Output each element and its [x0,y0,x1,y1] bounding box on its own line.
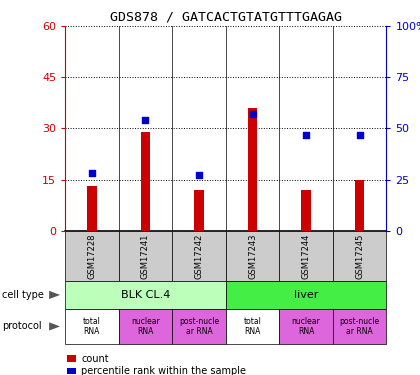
Text: BLK CL.4: BLK CL.4 [121,290,170,300]
Text: count: count [81,354,109,363]
Text: percentile rank within the sample: percentile rank within the sample [81,366,246,375]
Point [356,132,363,138]
Text: post-nucle
ar RNA: post-nucle ar RNA [179,317,219,336]
Point [303,132,310,138]
Text: GSM17241: GSM17241 [141,233,150,279]
Bar [194,190,204,231]
Point [196,172,202,178]
Point [142,117,149,123]
Text: GSM17245: GSM17245 [355,233,364,279]
Bar [301,190,311,231]
Title: GDS878 / GATCACTGTATGTTTGAGAG: GDS878 / GATCACTGTATGTTTGAGAG [110,11,342,24]
Point [249,111,256,117]
Bar [87,186,97,231]
Text: total
RNA: total RNA [244,317,262,336]
Text: GSM17228: GSM17228 [87,233,96,279]
Bar [248,108,257,231]
Text: total
RNA: total RNA [83,317,101,336]
Text: GSM17242: GSM17242 [194,233,203,279]
Text: GSM17244: GSM17244 [302,233,310,279]
Text: cell type: cell type [2,290,44,300]
Text: GSM17243: GSM17243 [248,233,257,279]
Text: post-nucle
ar RNA: post-nucle ar RNA [339,317,380,336]
Text: nuclear
RNA: nuclear RNA [131,317,160,336]
Text: protocol: protocol [2,321,42,332]
Point [89,170,95,176]
Bar [141,132,150,231]
Bar [355,180,365,231]
Text: liver: liver [294,290,318,300]
Text: nuclear
RNA: nuclear RNA [292,317,320,336]
